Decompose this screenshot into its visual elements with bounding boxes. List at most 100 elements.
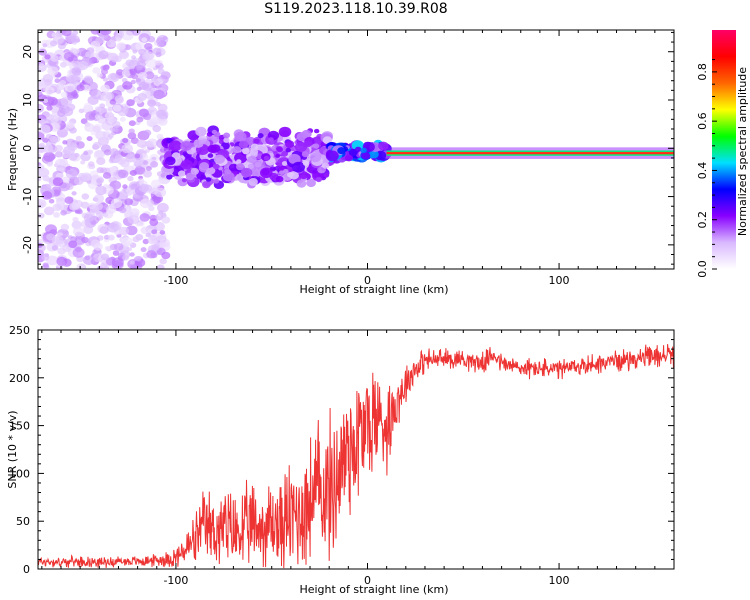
- heatmap-cell: [118, 43, 126, 50]
- heatmap-cell: [142, 160, 149, 165]
- heatmap-cell: [62, 176, 70, 183]
- heatmap-cell: [136, 64, 143, 71]
- colorbar-tick-label: 0.6: [696, 112, 709, 130]
- heatmap-frame: [37, 29, 675, 270]
- heatmap-cell: [138, 178, 145, 184]
- heatmap-cell: [38, 176, 42, 182]
- heatmap-cell: [145, 141, 154, 148]
- heatmap-cell: [142, 51, 154, 61]
- heatmap-cell: [240, 167, 253, 178]
- heatmap-cell: [368, 150, 379, 159]
- heatmap-cell: [361, 152, 371, 160]
- colorbar-tick-label: 0.4: [696, 162, 709, 180]
- snr-y-axis-label: SNR (10 * v/v): [6, 410, 19, 488]
- heatmap-cell: [85, 51, 94, 59]
- snr-y-tick-label: 250: [9, 324, 30, 337]
- heatmap-cell: [50, 54, 59, 62]
- heatmap-cell: [121, 69, 131, 78]
- heatmap-cell: [257, 133, 264, 139]
- heatmap-cell: [95, 130, 107, 140]
- heatmap-cell: [99, 30, 112, 36]
- heatmap-cell: [177, 170, 186, 177]
- heatmap-cell: [321, 162, 330, 169]
- heatmap-cell: [42, 175, 50, 182]
- heatmap-cell: [111, 257, 124, 268]
- heatmap-cell: [136, 139, 147, 148]
- heatmap-cell: [67, 95, 74, 101]
- colorbar-tick-label: 0.2: [696, 211, 709, 229]
- heatmap-cell: [128, 120, 136, 127]
- heatmap-cell: [171, 152, 181, 160]
- heatmap-cell: [131, 73, 138, 80]
- heatmap-cell: [114, 243, 124, 251]
- colorbar-tick-label: 0.0: [696, 260, 709, 278]
- heatmap-cell: [43, 206, 55, 216]
- heatmap-cell: [38, 63, 45, 68]
- heatmap-cell: [166, 174, 173, 180]
- snr-y-tick-label: 0: [23, 563, 30, 576]
- heatmap-cell: [75, 141, 85, 149]
- heatmap-cell: [141, 82, 153, 91]
- heatmap-cell: [148, 205, 155, 211]
- heatmap-cell: [59, 80, 67, 86]
- page-title: S119.2023.118.10.39.R08: [264, 1, 448, 17]
- heatmap-cell: [236, 159, 242, 164]
- snr-y-tick-label: 200: [9, 372, 30, 385]
- heatmap-cell: [88, 149, 94, 154]
- colorbar-tick-label: 0.8: [696, 63, 709, 81]
- heatmap-cell: [181, 178, 187, 183]
- heatmap-cell: [60, 223, 70, 231]
- heatmap-cell: [49, 40, 58, 47]
- heatmap-cell: [283, 168, 289, 174]
- heatmap-cell: [122, 81, 133, 90]
- heatmap-cell: [39, 124, 51, 134]
- heatmap-cell: [72, 247, 85, 258]
- heatmap-cell: [93, 202, 103, 211]
- heatmap-cell: [268, 137, 274, 142]
- heatmap-cell: [52, 203, 62, 212]
- heatmap-cell: [83, 213, 95, 223]
- heatmap-cell: [95, 150, 104, 158]
- heatmap-cell: [92, 67, 101, 74]
- heatmap-cell: [292, 161, 305, 173]
- heatmap-cell: [144, 71, 155, 80]
- heatmap-cell: [90, 239, 101, 248]
- heatmap-cell: [94, 114, 100, 119]
- heatmap-cell: [57, 109, 66, 117]
- heatmap-cell: [114, 224, 121, 231]
- heatmap-cell: [285, 140, 295, 148]
- heatmap-cell: [118, 169, 129, 179]
- heatmap-cell: [151, 244, 160, 251]
- heatmap-cell: [96, 178, 102, 184]
- heatmap-cell: [161, 251, 171, 260]
- heatmap-cell: [323, 172, 330, 178]
- heatmap-cell: [234, 131, 247, 142]
- heatmap-cell: [276, 146, 283, 153]
- heatmap-cell: [102, 172, 112, 179]
- heatmap-cell: [45, 224, 57, 235]
- snr-y-tick-label: 50: [16, 515, 30, 528]
- heatmap-cell: [206, 166, 216, 175]
- heatmap-cell: [180, 159, 193, 170]
- heatmap-cell: [92, 253, 104, 263]
- heatmap-cell: [242, 147, 250, 155]
- heatmap-cell: [211, 129, 218, 135]
- heatmap-cell: [63, 52, 75, 61]
- heatmap-cell: [140, 226, 150, 234]
- heatmap-cell: [254, 162, 262, 168]
- heatmap-cell: [88, 161, 95, 167]
- heatmap-cell: [113, 159, 118, 164]
- heatmap-cell: [207, 153, 214, 158]
- heatmap-cell: [143, 129, 152, 137]
- heatmap-cell: [62, 229, 68, 234]
- heatmap-cell: [42, 98, 49, 104]
- heatmap-cell: [159, 258, 167, 265]
- snr-x-tick-label: -100: [163, 574, 188, 587]
- heatmap-cell: [145, 166, 152, 171]
- heatmap-cell: [51, 235, 64, 246]
- heatmap-cell: [72, 216, 79, 223]
- heatmap-cell: [67, 183, 73, 188]
- heatmap-cell: [129, 68, 137, 76]
- heatmap-cell: [112, 104, 122, 112]
